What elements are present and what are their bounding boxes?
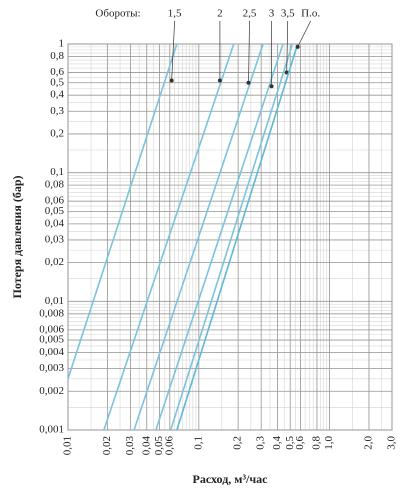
y-tick-label: 0,3 (50, 105, 64, 117)
y-tick-label: 0,005 (39, 334, 64, 346)
series-line (176, 43, 299, 431)
y-tick-label: 0,004 (39, 346, 64, 358)
series-line (169, 43, 294, 431)
leader-line (297, 20, 311, 48)
marker (217, 78, 222, 83)
legend-label: 3 (269, 8, 275, 20)
leader-line (171, 20, 175, 81)
y-tick-label: 0,5 (50, 76, 64, 88)
y-axis-label: Потеря давления (бар) (10, 175, 24, 298)
legend-label: 2 (217, 8, 223, 20)
y-tick-label: 0,04 (45, 217, 65, 229)
legend-label: П.о. (301, 8, 320, 20)
y-tick-label: 0,08 (45, 179, 65, 191)
x-tick-label: 0,02 (101, 436, 113, 455)
y-tick-label: 0,008 (39, 307, 64, 319)
x-tick-label: 0,6 (294, 436, 306, 450)
series-line (103, 43, 235, 431)
y-tick-label: 1 (59, 38, 65, 50)
leader-line (286, 20, 289, 73)
legend-label: 2,5 (243, 8, 257, 20)
x-tick-label: 0,03 (124, 436, 136, 456)
x-tick-label: 3,0 (386, 436, 398, 450)
y-tick-label: 0,002 (39, 385, 64, 397)
x-tick-label: 0,2 (232, 436, 244, 450)
y-tick-label: 0,01 (45, 295, 64, 307)
x-tick-label: 0,04 (140, 436, 152, 456)
x-tick-label: 0,06 (163, 436, 175, 456)
x-tick-label: 0,1 (192, 436, 204, 450)
x-tick-label: 0,01 (62, 436, 74, 455)
series-line (155, 43, 284, 431)
y-tick-label: 0,2 (50, 127, 64, 139)
series-line (133, 43, 264, 431)
y-tick-label: 0,6 (50, 66, 64, 78)
x-tick-label: 0,05 (153, 436, 165, 456)
marker (295, 44, 300, 49)
y-tick-label: 0,4 (50, 89, 64, 101)
legend-title: Обороты: (95, 8, 140, 20)
x-tick-label: 0,3 (255, 436, 267, 450)
leader-line (248, 20, 250, 83)
plot-area (67, 43, 393, 431)
y-tick-label: 0,05 (45, 205, 65, 217)
y-tick-label: 0,06 (45, 195, 65, 207)
series-line (67, 43, 178, 380)
marker (169, 78, 174, 83)
y-tick-label: 0,1 (50, 166, 64, 178)
y-tick-label: 0,03 (45, 233, 65, 245)
marker (246, 80, 251, 85)
y-tick-label: 0,003 (39, 362, 64, 374)
y-tick-label: 0,006 (39, 323, 64, 335)
x-tick-label: 0,4 (271, 436, 283, 450)
legend-label: 3,5 (281, 8, 295, 20)
x-axis-label: Расход, м³/час (193, 472, 269, 486)
y-tick-label: 0,001 (39, 424, 64, 436)
marker (269, 84, 274, 89)
y-tick-label: 0,8 (50, 50, 64, 62)
x-tick-label: 2,0 (362, 436, 374, 450)
x-tick-label: 1,0 (323, 436, 335, 450)
x-tick-label: 0,8 (310, 436, 322, 450)
legend-label: 1,5 (168, 8, 182, 20)
x-tick-label: 0,5 (284, 436, 296, 450)
y-tick-label: 0,02 (45, 256, 64, 268)
